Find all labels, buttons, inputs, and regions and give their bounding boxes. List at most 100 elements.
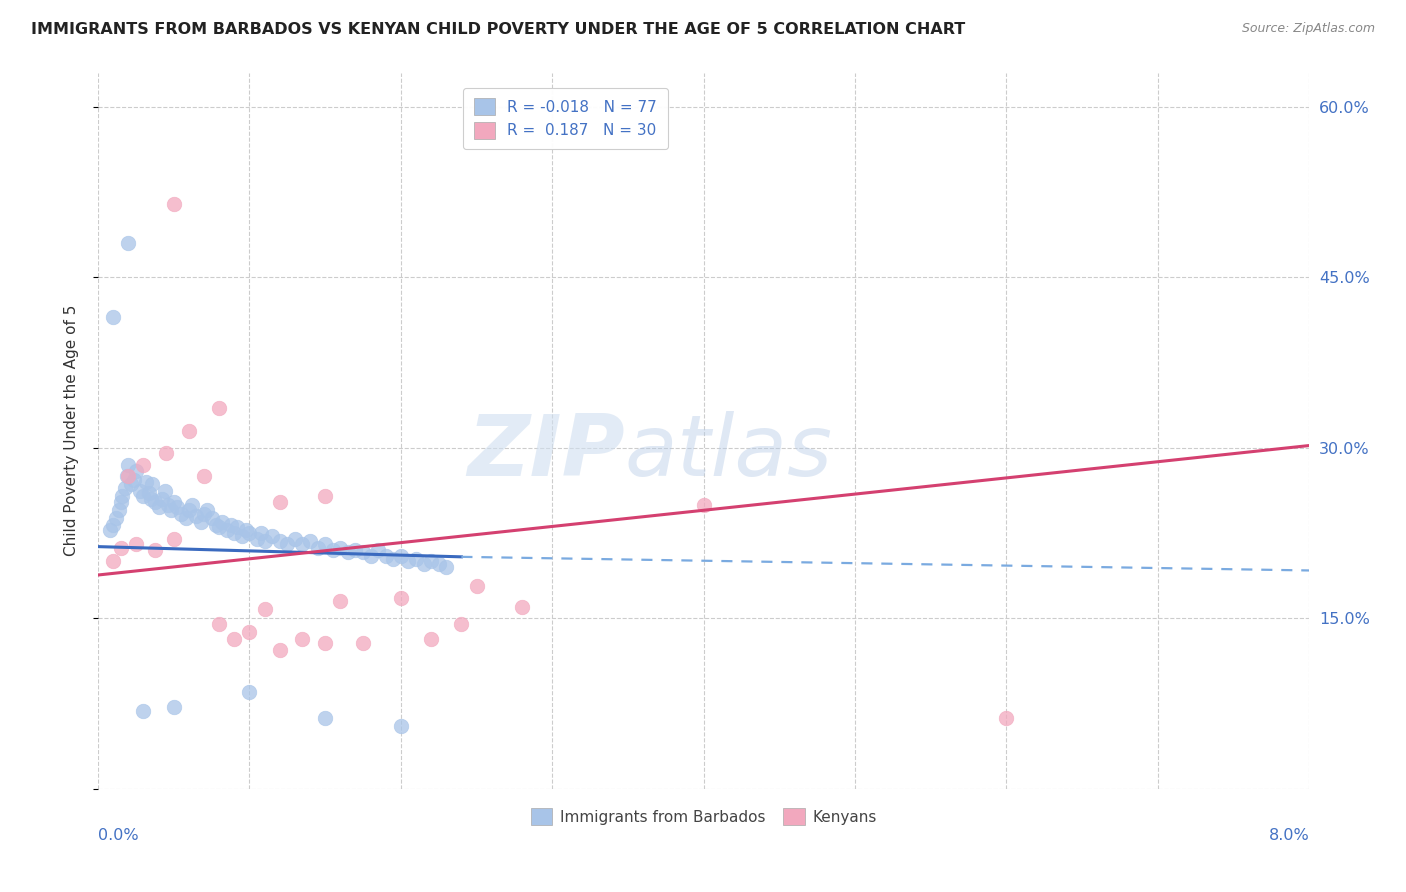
Point	[208, 616, 231, 631]
Point	[150, 491, 173, 506]
Point	[138, 486, 160, 500]
Point	[135, 475, 157, 489]
Point	[269, 533, 291, 548]
Point	[117, 469, 139, 483]
Point	[170, 507, 193, 521]
Text: atlas: atlas	[624, 410, 832, 494]
Point	[427, 557, 450, 571]
Point	[129, 483, 152, 498]
Point	[117, 458, 139, 472]
Point	[125, 463, 148, 477]
Point	[120, 477, 142, 491]
Point	[291, 632, 314, 646]
Point	[389, 549, 412, 563]
Point	[159, 503, 181, 517]
Y-axis label: Child Poverty Under the Age of 5: Child Poverty Under the Age of 5	[65, 305, 79, 557]
Point	[124, 473, 146, 487]
Text: 8.0%: 8.0%	[1268, 828, 1309, 843]
Point	[314, 537, 336, 551]
Point	[396, 554, 419, 568]
Point	[510, 599, 533, 614]
Point	[450, 616, 472, 631]
Point	[336, 545, 359, 559]
Text: Source: ZipAtlas.com: Source: ZipAtlas.com	[1241, 22, 1375, 36]
Point	[224, 632, 246, 646]
Point	[101, 310, 124, 325]
Point	[250, 526, 273, 541]
Point	[163, 495, 186, 509]
Point	[420, 632, 443, 646]
Point	[262, 529, 284, 543]
Point	[231, 529, 253, 543]
Point	[208, 401, 231, 415]
Point	[374, 549, 396, 563]
Point	[132, 458, 155, 472]
Point	[238, 526, 260, 541]
Point	[389, 719, 412, 733]
Point	[111, 488, 134, 502]
Point	[224, 526, 246, 541]
Point	[246, 532, 269, 546]
Point	[117, 236, 139, 251]
Point	[329, 594, 352, 608]
Point	[153, 483, 176, 498]
Point	[114, 481, 136, 495]
Point	[139, 491, 162, 506]
Point	[101, 554, 124, 568]
Point	[186, 508, 208, 523]
Point	[253, 602, 276, 616]
Point	[995, 711, 1018, 725]
Point	[177, 424, 200, 438]
Point	[367, 543, 389, 558]
Point	[314, 711, 336, 725]
Point	[314, 488, 336, 502]
Point	[177, 503, 200, 517]
Point	[298, 533, 321, 548]
Point	[405, 552, 427, 566]
Point	[352, 545, 374, 559]
Point	[215, 523, 238, 537]
Point	[110, 495, 132, 509]
Point	[276, 537, 298, 551]
Point	[190, 515, 212, 529]
Point	[382, 552, 405, 566]
Point	[145, 543, 167, 558]
Point	[208, 520, 231, 534]
Point	[101, 518, 124, 533]
Point	[344, 543, 367, 558]
Legend: Immigrants from Barbados, Kenyans: Immigrants from Barbados, Kenyans	[524, 802, 883, 831]
Text: 0.0%: 0.0%	[98, 828, 139, 843]
Point	[132, 488, 155, 502]
Point	[110, 541, 132, 555]
Point	[434, 560, 457, 574]
Point	[105, 511, 128, 525]
Point	[269, 495, 291, 509]
Point	[352, 636, 374, 650]
Point	[420, 554, 443, 568]
Point	[166, 500, 188, 514]
Point	[329, 541, 352, 555]
Point	[174, 511, 197, 525]
Point	[322, 543, 344, 558]
Point	[115, 469, 138, 483]
Point	[389, 591, 412, 605]
Point	[98, 523, 121, 537]
Point	[269, 643, 291, 657]
Point	[307, 541, 329, 555]
Point	[219, 518, 242, 533]
Point	[253, 533, 276, 548]
Point	[692, 498, 714, 512]
Point	[148, 500, 170, 514]
Point	[465, 579, 488, 593]
Point	[180, 498, 202, 512]
Text: ZIP: ZIP	[467, 410, 624, 494]
Point	[284, 532, 307, 546]
Point	[360, 549, 382, 563]
Point	[156, 498, 179, 512]
Point	[238, 685, 260, 699]
Point	[155, 446, 177, 460]
Point	[193, 507, 215, 521]
Point	[235, 523, 257, 537]
Point	[145, 495, 167, 509]
Point	[291, 537, 314, 551]
